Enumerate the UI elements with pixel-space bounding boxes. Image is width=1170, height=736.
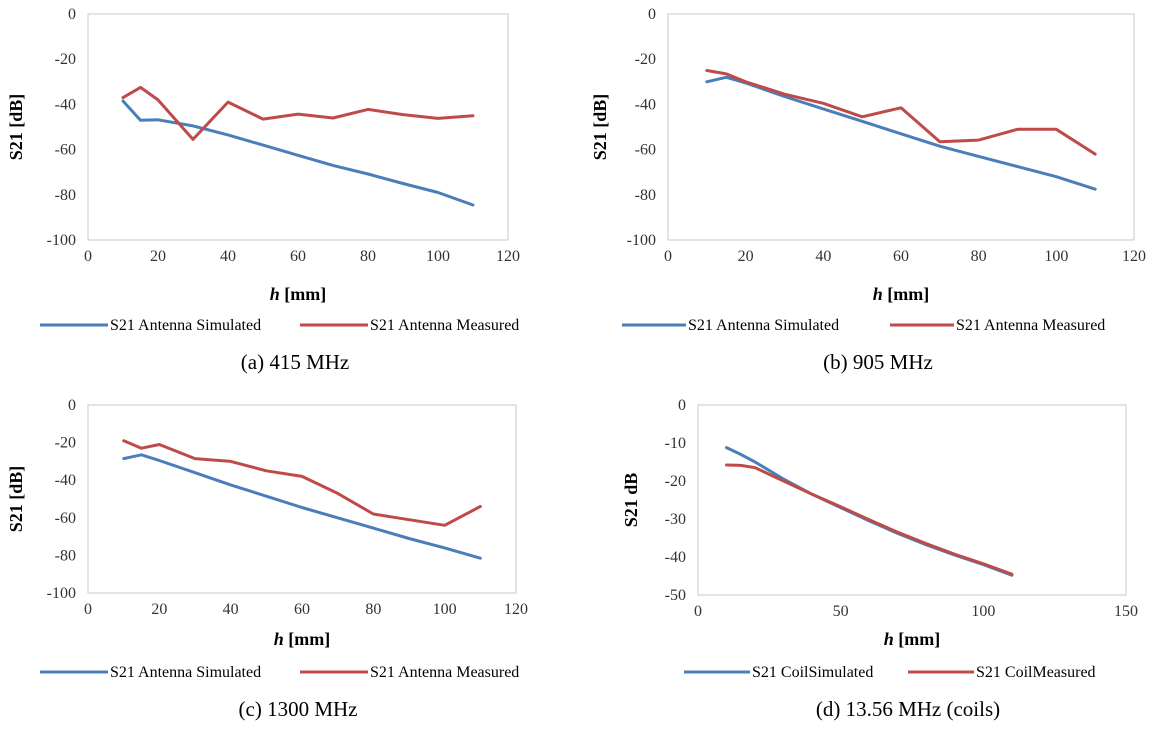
- series-line-measured: [122, 439, 482, 527]
- series-line-simulated: [705, 75, 1097, 191]
- legend-label: S21 Antenna Measured: [370, 317, 519, 334]
- chart-panel-2: 0 -20 -40 -60 -80 -100 0 20 40 60 80 100 120 h [mm] S2…: [590, 6, 1146, 374]
- series-line-simulated: [121, 99, 475, 207]
- x-axis-variable: h: [274, 629, 284, 649]
- y-tick-label: -20: [55, 435, 76, 452]
- x-tick-label: 80: [360, 248, 376, 265]
- y-tick-label: -40: [635, 96, 656, 113]
- x-tick-label: 0: [84, 248, 92, 265]
- y-tick-label: -30: [665, 511, 686, 528]
- plot-area: [87, 13, 509, 241]
- y-tick-label: 0: [678, 397, 686, 414]
- chart-panel-4: 0 -10 -20 -30 -40 -50 0 50 100 150 h [mm] S21 dB S21…: [621, 397, 1138, 721]
- y-tick-label: -20: [665, 473, 686, 490]
- legend-label: S21 Antenna Simulated: [110, 664, 261, 681]
- x-tick-label: 100: [971, 603, 995, 620]
- y-tick-label: -60: [635, 142, 656, 159]
- x-axis-unit: [mm]: [284, 629, 330, 649]
- x-tick-label: 50: [833, 603, 849, 620]
- x-tick-label: 40: [815, 248, 831, 265]
- x-tick-label: 150: [1114, 603, 1138, 620]
- legend-label: S21 Antenna Measured: [370, 664, 519, 681]
- series-line-measured: [725, 463, 1014, 576]
- series-line-simulated: [122, 453, 482, 560]
- y-tick-label: -60: [55, 142, 76, 159]
- x-axis-unit: [mm]: [883, 284, 929, 304]
- series-line-measured: [705, 69, 1097, 156]
- y-tick-label: -100: [47, 232, 76, 249]
- x-tick-label: 0: [84, 601, 92, 618]
- chart-panel-3: 0 -20 -40 -60 -80 -100 0 20 40 60 80 100 120 h [mm] S2…: [6, 397, 528, 721]
- x-tick-label: 40: [223, 601, 239, 618]
- x-tick-label: 20: [151, 601, 167, 618]
- x-tick-label: 100: [1044, 248, 1068, 265]
- y-tick-label: -80: [55, 187, 76, 204]
- chart-panel-1: 0 -20 -40 -60 -80 -100 0 20 40 60 80 100 120 h [mm] S2…: [6, 6, 520, 374]
- y-axis-label: S21 dB: [621, 473, 641, 528]
- y-tick-label: -100: [47, 585, 76, 602]
- y-axis-label: S21 [dB]: [6, 466, 26, 533]
- legend-label: S21 Antenna Measured: [956, 317, 1105, 334]
- y-tick-label: -10: [665, 435, 686, 452]
- x-tick-label: 0: [664, 248, 672, 265]
- x-tick-label: 80: [971, 248, 987, 265]
- legend-label: S21 CoilSimulated: [752, 664, 873, 681]
- y-tick-label: -80: [635, 187, 656, 204]
- x-axis-variable: h: [873, 284, 883, 304]
- y-tick-label: -60: [55, 510, 76, 527]
- legend-label: S21 Antenna Simulated: [110, 317, 261, 334]
- x-tick-label: 60: [294, 601, 310, 618]
- y-tick-label: -40: [55, 96, 76, 113]
- series-line-simulated: [725, 446, 1014, 577]
- y-tick-label: -100: [627, 232, 656, 249]
- x-tick-label: 60: [290, 248, 306, 265]
- x-tick-label: 120: [1122, 248, 1146, 265]
- y-tick-label: 0: [648, 6, 656, 23]
- panel-caption: (c) 1300 MHz: [239, 697, 358, 721]
- legend-label: S21 CoilMeasured: [976, 664, 1096, 681]
- x-axis-label: h [mm]: [873, 284, 930, 304]
- panel-caption: (d) 13.56 MHz (coils): [816, 697, 1000, 721]
- x-axis-variable: h: [884, 629, 894, 649]
- y-axis-label: S21 [dB]: [6, 94, 26, 161]
- plot-area: [87, 404, 517, 594]
- y-tick-label: -50: [665, 587, 686, 604]
- plot-area: [667, 13, 1135, 241]
- y-tick-label: -40: [55, 472, 76, 489]
- panel-caption: (b) 905 MHz: [823, 350, 933, 374]
- x-tick-label: 20: [150, 248, 166, 265]
- x-axis-label: h [mm]: [274, 629, 331, 649]
- x-axis-unit: [mm]: [280, 284, 326, 304]
- plot-area: [697, 404, 1127, 596]
- panel-caption: (a) 415 MHz: [241, 350, 349, 374]
- x-tick-label: 20: [738, 248, 754, 265]
- x-tick-label: 0: [694, 603, 702, 620]
- y-tick-label: -40: [665, 549, 686, 566]
- series-line-measured: [121, 85, 475, 141]
- y-tick-label: 0: [68, 397, 76, 414]
- x-tick-label: 100: [426, 248, 450, 265]
- x-axis-unit: [mm]: [894, 629, 940, 649]
- x-axis-label: h [mm]: [884, 629, 941, 649]
- legend-label: S21 Antenna Simulated: [688, 317, 839, 334]
- x-tick-label: 80: [365, 601, 381, 618]
- x-tick-label: 60: [893, 248, 909, 265]
- y-tick-label: 0: [68, 6, 76, 23]
- y-tick-label: -20: [635, 51, 656, 68]
- x-axis-label: h [mm]: [270, 284, 327, 304]
- x-tick-label: 120: [504, 601, 528, 618]
- x-tick-label: 120: [496, 248, 520, 265]
- y-tick-label: -20: [55, 51, 76, 68]
- y-tick-label: -80: [55, 547, 76, 564]
- x-tick-label: 40: [220, 248, 236, 265]
- x-axis-variable: h: [270, 284, 280, 304]
- y-axis-label: S21 [dB]: [590, 94, 610, 161]
- x-tick-label: 100: [433, 601, 457, 618]
